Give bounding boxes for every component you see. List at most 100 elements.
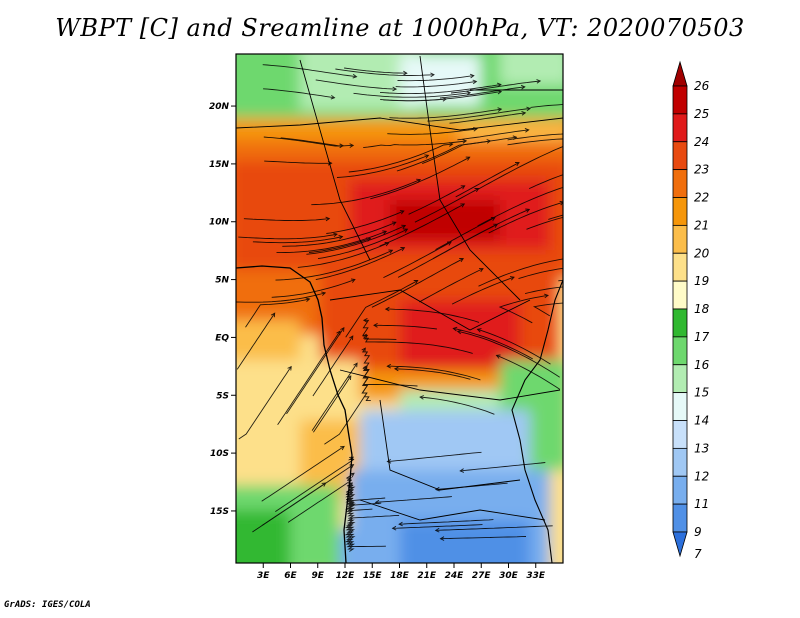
streamline-arrow	[321, 482, 327, 487]
streamline-arrow	[520, 84, 526, 90]
country-border	[419, 55, 521, 301]
colorbar-label: 14	[694, 414, 709, 428]
streamline-arrow	[398, 521, 403, 527]
streamline-arrow	[403, 70, 408, 76]
streamline-arrow	[472, 79, 478, 85]
colorbar-label: 19	[694, 274, 709, 288]
streamline	[395, 81, 477, 88]
colorbar-label: 23	[694, 163, 709, 177]
streamline	[383, 241, 452, 279]
streamline	[371, 258, 464, 308]
streamline	[345, 501, 400, 519]
streamline	[326, 210, 404, 234]
colorbar-swatch	[672, 420, 688, 449]
streamline-arrow	[597, 209, 601, 213]
streamline-arrow	[612, 104, 616, 108]
streamline-arrow	[469, 73, 475, 79]
streamline-arrow	[466, 90, 472, 96]
colorbar-swatch	[672, 85, 688, 115]
streamline	[263, 88, 335, 99]
streamline-arrow	[349, 472, 355, 478]
streamline-arrow	[348, 517, 354, 522]
streamline-arrow	[462, 138, 468, 144]
streamline	[420, 396, 495, 415]
streamline	[419, 268, 484, 303]
streamline-arrow	[325, 216, 331, 222]
streamline	[440, 536, 527, 540]
streamline-arrow	[495, 354, 501, 359]
streamline	[399, 519, 494, 525]
lon-tick-label: 27E	[472, 571, 492, 581]
lat-tick-label: 20N	[209, 102, 230, 112]
streamline-arrow	[576, 301, 580, 305]
streamline-arrow	[559, 200, 563, 206]
streamline-arrow	[526, 106, 532, 112]
streamline-arrow	[321, 291, 327, 296]
streamline	[345, 490, 373, 512]
streamline	[507, 133, 563, 141]
streamline	[379, 203, 465, 247]
streamline-arrow	[456, 329, 462, 335]
streamline-arrow	[338, 234, 344, 240]
colorbar-label: 7	[694, 547, 702, 561]
streamline-arrow	[509, 276, 515, 281]
streamline-arrow	[270, 312, 276, 318]
streamline-arrow	[585, 143, 589, 147]
streamline	[264, 160, 332, 164]
streamline	[282, 221, 397, 247]
colorbar-swatch	[672, 113, 688, 143]
streamline-arrow	[336, 330, 341, 336]
streamline	[312, 335, 354, 397]
streamline	[375, 496, 452, 503]
streamline	[453, 327, 534, 360]
streamline-arrow	[384, 242, 390, 247]
streamline	[344, 67, 407, 74]
streamline-arrow	[631, 277, 635, 281]
colorbar-swatch	[672, 169, 688, 198]
colorbar-swatch	[672, 197, 688, 226]
streamline	[518, 267, 563, 280]
streamline	[457, 330, 560, 378]
streamline	[408, 185, 465, 215]
lon-tick-label: 24E	[445, 571, 465, 581]
streamline	[315, 247, 405, 281]
streamline-arrow	[424, 154, 430, 159]
streamline	[306, 225, 406, 255]
streamline-arrow	[349, 335, 354, 341]
colorbar-swatch	[672, 141, 688, 171]
country-border	[359, 499, 546, 521]
streamline	[324, 366, 370, 445]
streamline	[414, 188, 479, 223]
streamline	[315, 79, 397, 90]
grads-credit: GrADS: IGES/COLA	[4, 600, 91, 610]
streamline	[245, 298, 310, 328]
colorbar-label: 9	[694, 525, 702, 539]
streamline-arrow	[460, 203, 466, 208]
streamline-arrow	[330, 94, 336, 100]
streamline-arrow	[460, 185, 466, 190]
streamline-arrow	[400, 247, 406, 252]
colorbar-swatch	[672, 475, 688, 505]
streamline-arrow	[567, 132, 571, 136]
streamline-arrow	[525, 208, 531, 213]
streamline-arrow	[476, 328, 482, 333]
colorbar-label: 12	[694, 469, 709, 483]
country-border	[379, 399, 521, 491]
streamline	[558, 279, 563, 282]
streamline-arrow	[459, 258, 465, 263]
streamline-arrow	[382, 230, 388, 235]
streamline-arrow	[333, 232, 338, 238]
streamline-arrow	[465, 156, 471, 161]
colorbar-label: 15	[694, 386, 709, 400]
streamline	[336, 154, 429, 178]
streamline	[451, 276, 515, 305]
colorbar-swatch	[672, 364, 688, 394]
streamline-arrow	[340, 327, 345, 332]
streamline-arrow	[399, 210, 405, 215]
streamline	[252, 236, 343, 244]
streamline-arrow	[448, 142, 454, 147]
streamline	[238, 233, 338, 240]
streamline-arrow	[434, 527, 440, 533]
colorbar-swatch	[672, 280, 688, 310]
coastline	[236, 265, 353, 563]
